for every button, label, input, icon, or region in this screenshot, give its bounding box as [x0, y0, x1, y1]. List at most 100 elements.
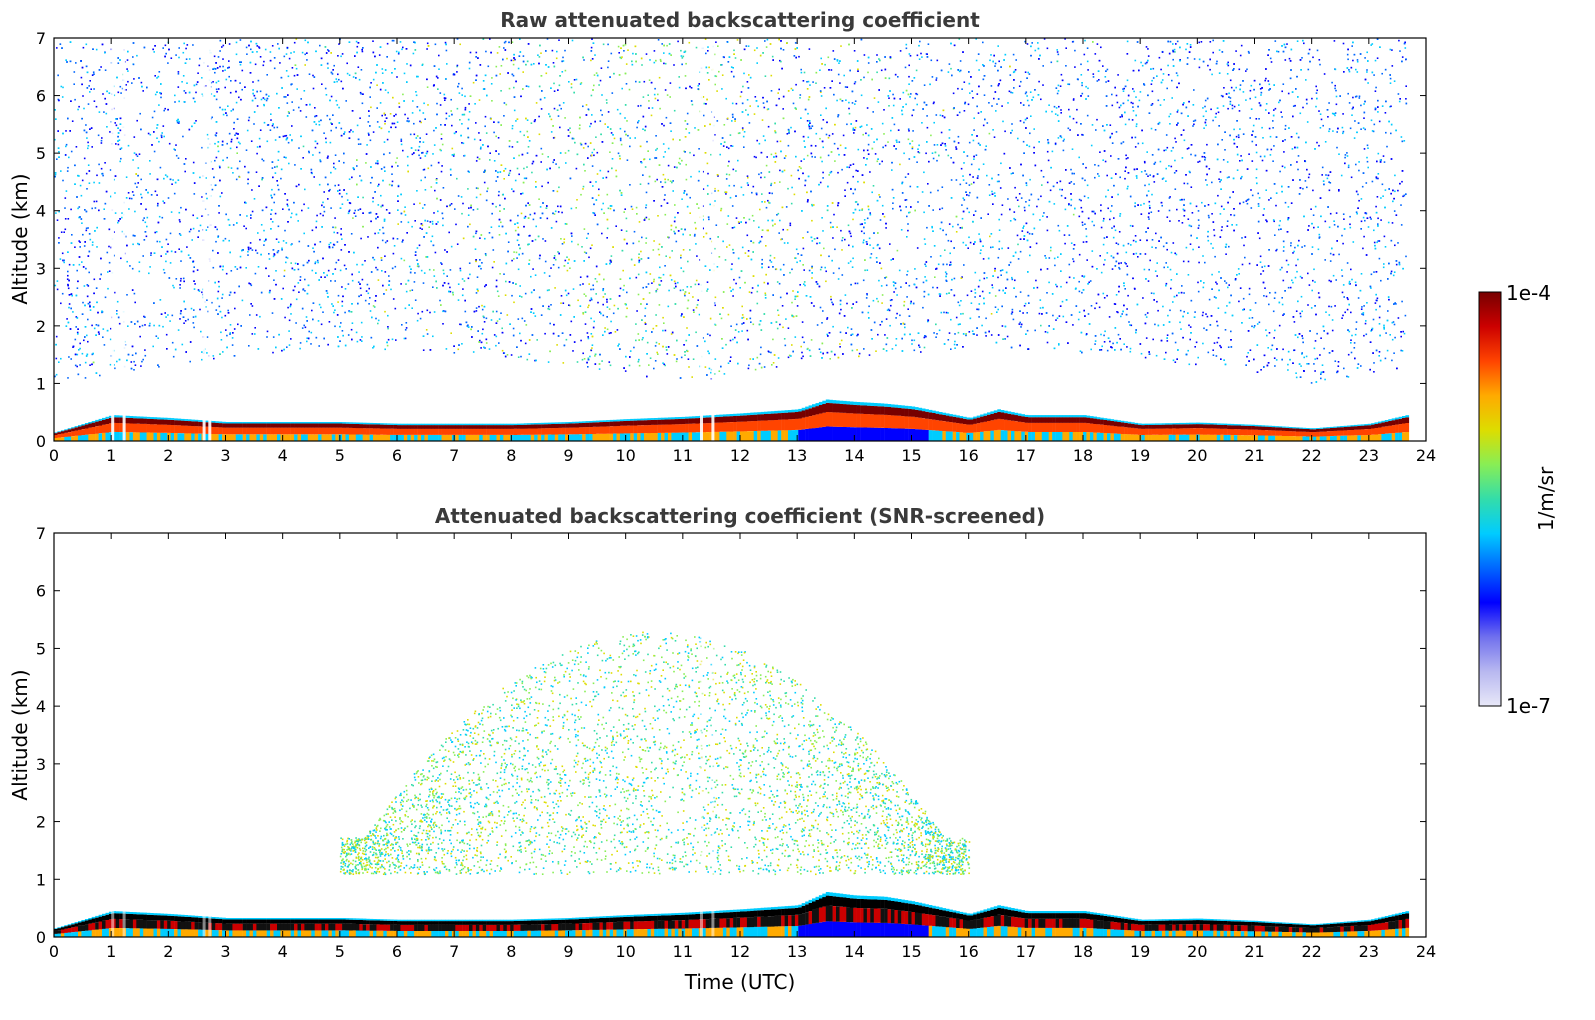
signal-point: [903, 300, 906, 303]
signal-point: [707, 350, 709, 353]
signal-point: [1328, 279, 1331, 282]
signal-point: [939, 208, 941, 211]
signal-point: [939, 114, 942, 117]
signal-point: [401, 48, 403, 51]
signal-point: [68, 306, 70, 309]
signal-point: [254, 333, 256, 335]
signal-point: [346, 62, 348, 65]
signal-point: [1215, 281, 1217, 284]
signal-point: [153, 324, 155, 327]
signal-point: [77, 207, 79, 210]
signal-point: [1147, 48, 1149, 50]
signal-point: [654, 180, 657, 183]
signal-point: [1341, 317, 1343, 319]
signal-point: [1302, 106, 1304, 109]
signal-point: [885, 227, 887, 229]
signal-point: [645, 216, 648, 219]
signal-point: [811, 204, 814, 207]
signal-point: [742, 194, 745, 196]
signal-point: [972, 139, 975, 142]
signal-point: [1238, 68, 1241, 71]
signal-point: [1349, 127, 1352, 130]
signal-point: [235, 53, 238, 56]
signal-point: [765, 164, 768, 167]
signal-point: [641, 236, 643, 239]
signal-point: [1146, 312, 1149, 314]
signal-point: [218, 165, 221, 168]
signal-point: [497, 137, 500, 139]
signal-point: [66, 318, 68, 320]
signal-point: [510, 59, 513, 62]
signal-point: [400, 140, 403, 142]
signal-point: [1078, 215, 1081, 218]
signal-point: [608, 361, 611, 363]
signal-point: [84, 377, 87, 379]
signal-point: [357, 281, 360, 283]
signal-point: [484, 285, 486, 288]
signal-point: [459, 267, 462, 270]
signal-point: [1058, 344, 1060, 346]
signal-point: [330, 122, 332, 124]
signal-point: [361, 340, 363, 342]
signal-point: [397, 223, 399, 225]
signal-point: [637, 105, 640, 107]
signal-point: [340, 228, 342, 230]
signal-point: [654, 345, 657, 347]
signal-point: [508, 87, 511, 90]
signal-point: [1192, 120, 1195, 122]
signal-point: [1380, 197, 1382, 199]
signal-point: [885, 350, 888, 352]
signal-point: [1376, 241, 1378, 244]
signal-point: [1166, 146, 1169, 149]
signal-point: [184, 320, 187, 322]
signal-point: [1331, 112, 1334, 115]
signal-point: [327, 49, 329, 51]
signal-point: [914, 97, 916, 100]
signal-point: [918, 44, 920, 47]
signal-point: [396, 121, 399, 123]
signal-point: [436, 102, 438, 105]
signal-point: [367, 236, 369, 238]
signal-point: [115, 124, 118, 127]
signal-point: [617, 45, 620, 48]
signal-point: [282, 240, 285, 242]
signal-point: [1308, 173, 1311, 176]
signal-point: [1313, 226, 1315, 229]
signal-point: [1370, 218, 1372, 220]
signal-point: [403, 72, 406, 75]
signal-point: [228, 75, 230, 78]
signal-point: [386, 138, 389, 141]
signal-point: [156, 204, 159, 207]
signal-point: [830, 69, 833, 71]
signal-point: [619, 56, 621, 59]
signal-point: [90, 88, 92, 90]
signal-point: [1156, 275, 1158, 277]
signal-point: [335, 99, 338, 102]
signal-point: [254, 97, 257, 100]
signal-point: [733, 49, 735, 52]
signal-point: [228, 66, 230, 69]
signal-point: [486, 190, 488, 193]
signal-point: [519, 38, 521, 40]
signal-point: [334, 154, 337, 156]
signal-point: [610, 259, 613, 262]
signal-point: [1361, 313, 1363, 315]
signal-point: [525, 324, 528, 326]
signal-point: [1370, 119, 1373, 122]
signal-point: [106, 251, 109, 254]
signal-point: [479, 237, 481, 239]
signal-point: [445, 112, 448, 115]
signal-point: [804, 284, 806, 287]
signal-point: [794, 298, 796, 300]
signal-point: [139, 335, 141, 338]
signal-point: [782, 263, 785, 266]
signal-point: [283, 269, 286, 272]
signal-point: [56, 280, 59, 282]
signal-point: [1383, 324, 1385, 327]
signal-point: [1067, 127, 1070, 130]
signal-point: [108, 270, 111, 272]
signal-point: [326, 292, 329, 294]
signal-point: [1347, 376, 1350, 378]
signal-point: [577, 243, 579, 246]
signal-point: [468, 171, 470, 173]
